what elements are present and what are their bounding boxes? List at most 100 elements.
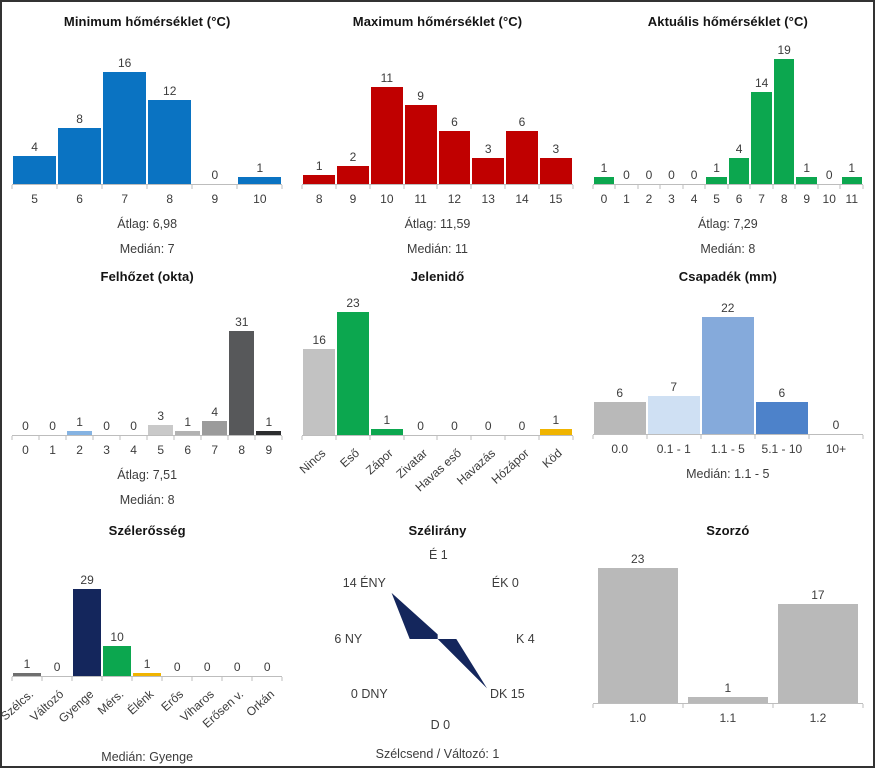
plot-area: 1 0 29 10 1 0 0 0 0 xyxy=(2,543,292,677)
plot-area: 1 2 11 9 6 3 6 3 xyxy=(292,34,582,184)
bar-slot: 1 xyxy=(593,34,616,184)
bar-slot: 1 xyxy=(841,34,864,184)
bar-value-label: 7 xyxy=(670,380,678,395)
x-label-slot: 0 xyxy=(593,190,616,207)
bar xyxy=(202,421,228,435)
axis-tick xyxy=(772,704,774,709)
bar-value-label: 11 xyxy=(380,71,394,85)
x-label-slot: 15 xyxy=(539,190,573,207)
axis-tick xyxy=(65,435,67,440)
radar-area: É 1 ÉK 0 K 4 DK 15 D 0 0 DNY 6 NY 14 ÉNY xyxy=(292,543,582,743)
axis-tick xyxy=(71,677,73,682)
axis-tick xyxy=(11,435,13,440)
x-tick-label: 1.1 - 5 xyxy=(710,441,745,456)
x-tick-label: Köd xyxy=(539,445,566,471)
bar-slot: 0 xyxy=(660,34,683,184)
bar-value-label: 22 xyxy=(721,300,735,315)
stat-line: Átlag: 11,59 xyxy=(404,217,471,231)
bar-slot: 0 xyxy=(39,289,66,435)
bar xyxy=(701,316,754,434)
bar-value-label: 4 xyxy=(211,405,219,420)
bar-slot: 1 xyxy=(539,289,573,435)
x-label-slot: 0.1 - 1 xyxy=(647,440,701,457)
bar-slot: 1 xyxy=(12,543,42,677)
axis-tick xyxy=(817,185,819,189)
x-label-slot: 5.1 - 10 xyxy=(755,440,809,457)
bar-value-label: 1 xyxy=(143,657,151,672)
bar-slot: 1 xyxy=(255,289,282,435)
x-axis-line xyxy=(301,434,574,441)
stat-line: Medián: 8 xyxy=(119,492,175,507)
axis-tick xyxy=(236,185,238,189)
x-label-slot: 7 xyxy=(201,441,228,458)
x-tick-label: 7 xyxy=(121,192,128,206)
bar-value-label: 10 xyxy=(110,630,124,645)
axis-tick xyxy=(369,435,371,440)
x-tick-label: 5 xyxy=(713,192,720,206)
x-label-slot: 12 xyxy=(438,190,472,207)
chart-wind-strength: Szélerősség 1 0 29 10 1 0 0 0 0 Szélcs. Változó Gyen… xyxy=(2,511,292,766)
axis-tick xyxy=(572,185,574,189)
x-label-slot: 8 xyxy=(302,190,336,207)
x-label-slot: 5 xyxy=(12,190,57,207)
direction-label: 14 ÉNY xyxy=(342,576,386,591)
x-label-slot: 4 xyxy=(120,441,147,458)
axis-tick xyxy=(335,435,337,440)
bar-slot: 1 xyxy=(237,34,282,184)
bar-slot: 7 xyxy=(647,289,701,434)
bar-value-label: 16 xyxy=(312,333,326,348)
axis-tick xyxy=(504,185,506,189)
stat-line: Medián: 1.1 - 5 xyxy=(686,466,770,481)
axis-tick xyxy=(301,185,303,189)
bar-slot: 11 xyxy=(370,34,404,184)
radar-footer: Szélcsend / Változó: 1 xyxy=(375,747,500,762)
bar xyxy=(539,157,572,184)
x-labels: Szélcs. Változó Gyenge Mérs. Élénk Erős Viharo… xyxy=(2,682,292,740)
bar-slot: 1 xyxy=(705,34,728,184)
x-tick-label: 1.2 xyxy=(809,711,827,726)
bar xyxy=(773,59,795,184)
bar xyxy=(103,72,147,184)
bar xyxy=(777,603,858,704)
x-labels: 5 6 7 8 9 10 xyxy=(2,190,292,207)
bar-slot: 31 xyxy=(228,289,255,435)
chart-title: Szélirány xyxy=(408,523,467,539)
x-axis xyxy=(583,433,873,440)
bar-slot: 0 xyxy=(809,289,863,434)
x-axis-line xyxy=(592,433,864,440)
x-axis xyxy=(292,434,582,441)
direction-label: ÉK 0 xyxy=(491,576,519,591)
bar-value-label: 9 xyxy=(417,88,424,103)
bar-slot: 12 xyxy=(147,34,192,184)
x-tick-label: 8 xyxy=(315,192,323,206)
x-label-slot: Köd xyxy=(539,441,573,499)
x-tick-label: Eső xyxy=(337,445,363,470)
x-label-slot: 8 xyxy=(147,190,192,207)
axis-tick xyxy=(119,435,121,440)
bar-slot: 3 xyxy=(471,34,505,184)
bar-value-label: 1 xyxy=(315,159,323,174)
x-tick-label: 13 xyxy=(481,192,495,206)
x-label-slot: 1.2 xyxy=(773,709,863,726)
x-tick-label: 15 xyxy=(549,192,563,206)
x-labels: Nincs Eső Zápor Zivatar Havas eső Havazás Hózá… xyxy=(292,441,582,499)
x-tick-label: 4 xyxy=(690,192,698,206)
bar xyxy=(337,166,369,184)
bar xyxy=(13,156,57,184)
x-label-slot: 10 xyxy=(818,190,841,207)
axis-tick xyxy=(862,434,864,439)
axis-tick xyxy=(38,435,40,440)
bar-slot: 8 xyxy=(57,34,102,184)
x-labels: 0.0 0.1 - 1 1.1 - 5 5.1 - 10 10+ xyxy=(583,440,873,457)
stat-line: Medián: Gyenge xyxy=(101,750,194,765)
bar-value-label: 1 xyxy=(724,681,732,696)
bar-value-label: 0 xyxy=(53,660,61,675)
x-label-slot: 6 xyxy=(174,441,201,458)
chart-min-temperature: Minimum hőmérséklet (°C) 4 8 16 12 0 1 5 6 7 8 9 10 Á… xyxy=(2,2,292,257)
axis-tick xyxy=(592,704,594,709)
bar-slot: 19 xyxy=(773,34,796,184)
x-axis-line xyxy=(592,703,864,709)
x-tick-label: 6 xyxy=(735,192,743,206)
bar-slot: 6 xyxy=(755,289,809,434)
